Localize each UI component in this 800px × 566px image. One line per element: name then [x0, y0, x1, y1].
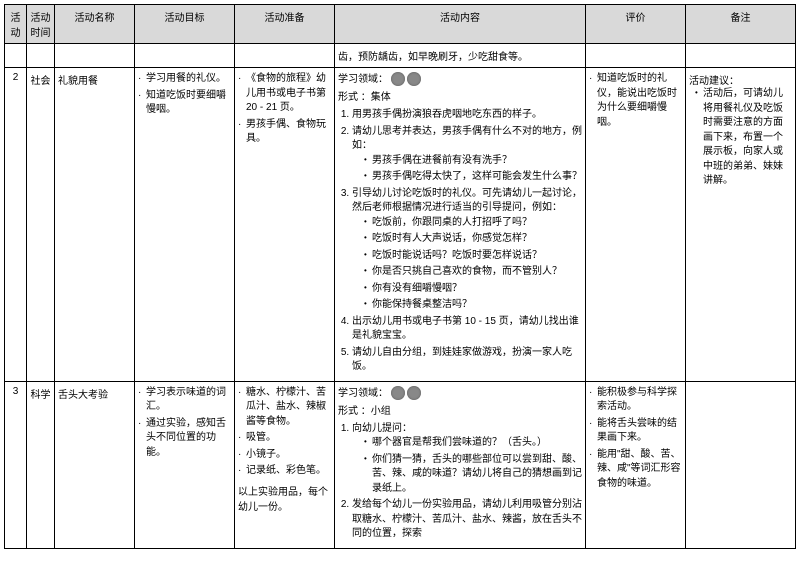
content-item: 请幼儿思考并表达，男孩手偶有什么不对的地方，例如： 男孩手偶在进餐前有没有洗手？… [352, 125, 582, 185]
prep-item: 吸管。 [238, 431, 331, 446]
prep-item: 《食物的旅程》幼儿用书或电子书第 20 - 21 页。 [238, 72, 331, 116]
content-item: 请幼儿自由分组，到娃娃家做游戏，扮演一家人吃饭。 [352, 346, 582, 375]
header-row: 活动 活动时间 活动名称 活动目标 活动准备 活动内容 评价 备注 [5, 5, 796, 44]
cell [27, 44, 55, 68]
activity-goal: 学习表示味道的词汇。 通过实验，感知舌头不同位置的功能。 [135, 381, 235, 548]
domain-icon [407, 386, 421, 400]
activity-note: 活动建议： 活动后，可请幼儿将用餐礼仪及吃饭时需要注意的方面画下来，布置一个展示… [686, 68, 796, 382]
row-3: 3 科学 舌头大考验 学习表示味道的词汇。 通过实验，感知舌头不同位置的功能。 … [5, 381, 796, 548]
sub-item: 吃饭时有人大声说话，你感觉怎样？ [364, 232, 582, 247]
activity-goal: 学习用餐的礼仪。 知道吃饭时要细嚼慢咽。 [135, 68, 235, 382]
cell [686, 44, 796, 68]
h-goal: 活动目标 [135, 5, 235, 44]
content-item: 用男孩手偶扮演狼吞虎咽地吃东西的样子。 [352, 108, 582, 123]
h-prep: 活动准备 [235, 5, 335, 44]
sub-item: 吃饭前，你跟同桌的人打招呼了吗？ [364, 216, 582, 231]
h-name: 活动名称 [55, 5, 135, 44]
cell [55, 44, 135, 68]
prep-item: 糖水、柠檬汁、苦瓜汁、盐水、辣椒酱等食物。 [238, 386, 331, 430]
eval-item: 能将舌头尝味的结果画下来。 [589, 417, 682, 446]
goal-item: 学习用餐的礼仪。 [138, 72, 231, 87]
activity-eval: 知道吃饭时的礼仪，能说出吃饭时为什么要细嚼慢咽。 [586, 68, 686, 382]
sub-item: 哪个器官是帮我们尝味道的？（舌头。） [364, 436, 582, 451]
eval-item: 知道吃饭时的礼仪，能说出吃饭时为什么要细嚼慢咽。 [589, 72, 682, 130]
note-item: 活动后，可请幼儿将用餐礼仪及吃饭时需要注意的方面画下来，布置一个展示板，向家人或… [695, 87, 792, 189]
h-time: 活动时间 [27, 5, 55, 44]
cell [5, 44, 27, 68]
activity-content: 学习领域： 形式 ：集体 用男孩手偶扮演狼吞虎咽地吃东西的样子。 请幼儿思考并表… [335, 68, 586, 382]
goal-item: 知道吃饭时要细嚼慢咽。 [138, 89, 231, 118]
cell: 齿，预防龋齿，如早晚刷牙，少吃甜食等。 [335, 44, 586, 68]
lesson-plan-table: 活动 活动时间 活动名称 活动目标 活动准备 活动内容 评价 备注 齿，预防龋齿… [4, 4, 796, 549]
domain-icon [391, 386, 405, 400]
domain-label: 学习领域： [338, 74, 388, 85]
sub-item: 男孩手偶在进餐前有没有洗手？ [364, 154, 582, 169]
h-activity: 活动 [5, 5, 27, 44]
activity-content: 学习领域： 形式 ：小组 向幼儿提问： 哪个器官是帮我们尝味道的？（舌头。） 你… [335, 381, 586, 548]
prep-item: 小镜子。 [238, 448, 331, 463]
eval-item: 能用"甜、酸、苦、辣、咸"等词汇形容食物的味道。 [589, 448, 682, 492]
text: 引导幼儿讨论吃饭时的礼仪。可先请幼儿一起讨论，然后老师根据情况进行适当的引导提问… [352, 188, 582, 214]
domain-icons [391, 386, 423, 401]
activity-name: 舌头大考验 [55, 381, 135, 548]
activity-eval: 能积极参与科学探索活动。 能将舌头尝味的结果画下来。 能用"甜、酸、苦、辣、咸"… [586, 381, 686, 548]
eval-item: 能积极参与科学探索活动。 [589, 386, 682, 415]
sub-item: 你们猜一猜，舌头的哪些部位可以尝到甜、酸、苦、辣、咸的味道？请幼儿将自己的猜想画… [364, 453, 582, 497]
row-2: 2 社会 礼貌用餐 学习用餐的礼仪。 知道吃饭时要细嚼慢咽。 《食物的旅程》幼儿… [5, 68, 796, 382]
prep-item: 记录纸、彩色笔。 [238, 464, 331, 479]
cell [135, 44, 235, 68]
domain-label: 学习领域： [338, 388, 388, 399]
goal-item: 学习表示味道的词汇。 [138, 386, 231, 415]
activity-name: 礼貌用餐 [55, 68, 135, 382]
activity-note [686, 381, 796, 548]
sub-item: 你有没有细嚼慢咽？ [364, 282, 582, 297]
activity-time: 社会 [27, 68, 55, 382]
sub-item: 男孩手偶吃得太快了，这样可能会发生什么事？ [364, 170, 582, 185]
domain-icons [391, 72, 423, 87]
activity-num: 3 [5, 381, 27, 548]
prep-note: 以上实验用品，每个幼儿一份。 [238, 485, 331, 515]
sub-item: 吃饭时能说话吗？吃饭时要怎样说话？ [364, 249, 582, 264]
text: 齿，预防龋齿，如早晚刷牙，少吃甜食等。 [338, 52, 528, 63]
prep-item: 男孩手偶、食物玩具。 [238, 118, 331, 147]
activity-prep: 糖水、柠檬汁、苦瓜汁、盐水、辣椒酱等食物。 吸管。 小镜子。 记录纸、彩色笔。 … [235, 381, 335, 548]
form-label: 形式 ：小组 [338, 404, 582, 419]
content-item: 发给每个幼儿一份实验用品，请幼儿利用吸管分别沾取糖水、柠檬汁、苦瓜汁、盐水、辣酱… [352, 498, 582, 542]
text: 向幼儿提问： [352, 423, 412, 434]
note-title: 活动建议： [689, 72, 792, 87]
cell [235, 44, 335, 68]
row-continuation: 齿，预防龋齿，如早晚刷牙，少吃甜食等。 [5, 44, 796, 68]
content-item: 向幼儿提问： 哪个器官是帮我们尝味道的？（舌头。） 你们猜一猜，舌头的哪些部位可… [352, 422, 582, 497]
sub-item: 你是否只挑自己喜欢的食物，而不管别人？ [364, 265, 582, 280]
domain-icon [391, 72, 405, 86]
goal-item: 通过实验，感知舌头不同位置的功能。 [138, 417, 231, 461]
sub-item: 你能保持餐桌整洁吗？ [364, 298, 582, 313]
cell [586, 44, 686, 68]
content-item: 出示幼儿用书或电子书第 10 - 15 页，请幼儿找出谁是礼貌宝宝。 [352, 315, 582, 344]
activity-num: 2 [5, 68, 27, 382]
text: 请幼儿思考并表达，男孩手偶有什么不对的地方，例如： [352, 126, 582, 152]
form-label: 形式 ：集体 [338, 90, 582, 105]
domain-icon [407, 72, 421, 86]
h-note: 备注 [686, 5, 796, 44]
content-item: 引导幼儿讨论吃饭时的礼仪。可先请幼儿一起讨论，然后老师根据情况进行适当的引导提问… [352, 187, 582, 313]
activity-time: 科学 [27, 381, 55, 548]
activity-prep: 《食物的旅程》幼儿用书或电子书第 20 - 21 页。 男孩手偶、食物玩具。 [235, 68, 335, 382]
h-content: 活动内容 [335, 5, 586, 44]
h-eval: 评价 [586, 5, 686, 44]
